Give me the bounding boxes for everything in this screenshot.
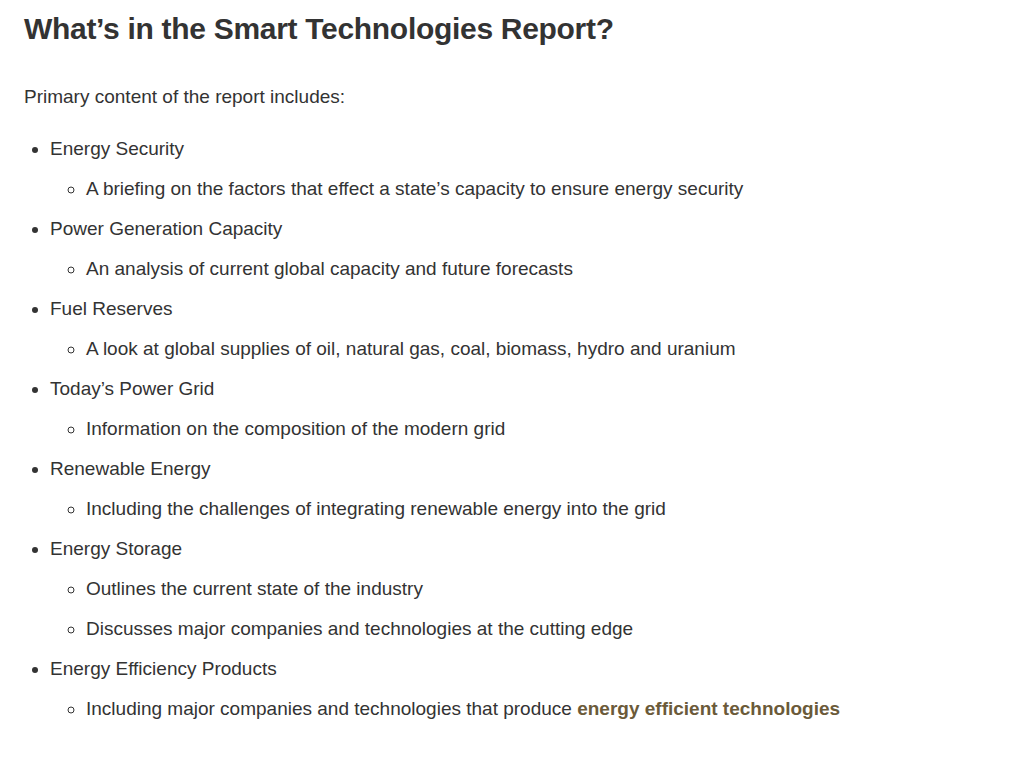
list-subitem: Outlines the current state of the indust…	[86, 574, 958, 603]
list-subitem: An analysis of current global capacity a…	[86, 254, 958, 283]
list-subitem: A briefing on the factors that effect a …	[86, 174, 958, 203]
list-item-fuel-reserves: Fuel Reserves A look at global supplies …	[50, 294, 958, 363]
sub-list: Information on the composition of the mo…	[50, 414, 958, 443]
list-item-renewable-energy: Renewable Energy Including the challenge…	[50, 454, 958, 523]
section-label: Energy Storage	[50, 538, 182, 559]
report-contents-page: What’s in the Smart Technologies Report?…	[0, 0, 1024, 754]
section-label: Fuel Reserves	[50, 298, 173, 319]
list-subitem: Information on the composition of the mo…	[86, 414, 958, 443]
list-item-energy-efficiency-products: Energy Efficiency Products Including maj…	[50, 654, 958, 723]
sub-list: Outlines the current state of the indust…	[50, 574, 958, 643]
page-title: What’s in the Smart Technologies Report?	[24, 12, 958, 46]
list-subitem: A look at global supplies of oil, natura…	[86, 334, 958, 363]
sub-list: Including major companies and technologi…	[50, 694, 958, 723]
list-item-power-generation-capacity: Power Generation Capacity An analysis of…	[50, 214, 958, 283]
section-detail: Including the challenges of integrating …	[86, 498, 666, 519]
section-detail: A look at global supplies of oil, natura…	[86, 338, 736, 359]
energy-efficient-technologies-link[interactable]: energy efficient technologies	[577, 698, 840, 719]
section-label: Renewable Energy	[50, 458, 211, 479]
list-item-energy-security: Energy Security A briefing on the factor…	[50, 134, 958, 203]
list-item-todays-power-grid: Today’s Power Grid Information on the co…	[50, 374, 958, 443]
section-detail: An analysis of current global capacity a…	[86, 258, 573, 279]
sub-list: Including the challenges of integrating …	[50, 494, 958, 523]
sub-list: A look at global supplies of oil, natura…	[50, 334, 958, 363]
sub-list: A briefing on the factors that effect a …	[50, 174, 958, 203]
section-label: Energy Security	[50, 138, 184, 159]
section-label: Energy Efficiency Products	[50, 658, 277, 679]
section-label: Power Generation Capacity	[50, 218, 282, 239]
list-subitem: Including major companies and technologi…	[86, 694, 958, 723]
section-detail: A briefing on the factors that effect a …	[86, 178, 743, 199]
section-detail: Information on the composition of the mo…	[86, 418, 505, 439]
report-sections-list: Energy Security A briefing on the factor…	[24, 134, 958, 723]
list-item-energy-storage: Energy Storage Outlines the current stat…	[50, 534, 958, 643]
sub-list: An analysis of current global capacity a…	[50, 254, 958, 283]
section-detail: Discusses major companies and technologi…	[86, 618, 633, 639]
section-detail-prefix: Including major companies and technologi…	[86, 698, 577, 719]
list-subitem: Discusses major companies and technologi…	[86, 614, 958, 643]
section-detail: Outlines the current state of the indust…	[86, 578, 423, 599]
list-subitem: Including the challenges of integrating …	[86, 494, 958, 523]
intro-text: Primary content of the report includes:	[24, 86, 958, 108]
section-label: Today’s Power Grid	[50, 378, 214, 399]
